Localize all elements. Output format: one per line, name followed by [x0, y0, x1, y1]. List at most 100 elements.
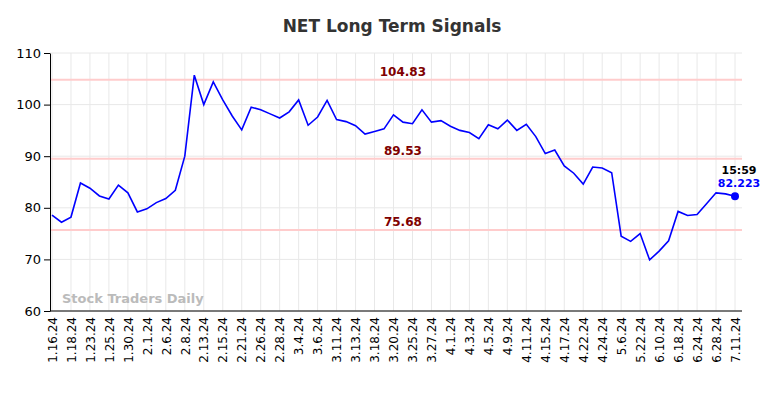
reference-lines [50, 80, 742, 230]
x-tick-label: 2.8.24 [179, 317, 193, 355]
x-tick-label: 2.1.24 [141, 317, 155, 355]
x-tick: 4.17.24 [558, 311, 572, 363]
x-tick-label: 6.24.24 [691, 317, 705, 363]
x-tick-label: 3.27.24 [425, 317, 439, 363]
grid-line [431, 53, 432, 311]
chart: NET Long Term Signals Stock Traders Daily… [0, 0, 784, 398]
x-tick-label: 6.10.24 [653, 317, 667, 363]
x-tick-label: 7.11.24 [729, 317, 743, 363]
x-tick: 4.15.24 [539, 311, 553, 363]
y-tick: 90 [24, 149, 50, 164]
price-line [52, 75, 735, 260]
x-tick-label: 5.6.24 [615, 317, 629, 355]
x-tick-label: 2.26.24 [254, 317, 268, 363]
grid-line [298, 53, 299, 311]
series [52, 75, 739, 260]
x-tick: 4.5.24 [482, 311, 496, 355]
grid-line [50, 53, 742, 54]
x-tick-label: 1.16.24 [46, 317, 60, 363]
x-tick-label: 2.28.24 [273, 317, 287, 363]
grid-line [697, 53, 698, 311]
grid-line [203, 53, 204, 311]
y-tick-mark [44, 53, 50, 54]
grid-line [317, 53, 318, 311]
y-axis-line [50, 54, 51, 312]
x-tick: 5.22.24 [634, 311, 648, 363]
y-tick-label: 70 [24, 252, 41, 267]
title: NET Long Term Signals [283, 16, 502, 36]
y-tick-label: 110 [16, 46, 41, 61]
grid-line [659, 53, 660, 311]
x-tick-label: 2.6.24 [160, 317, 174, 355]
grid-line [127, 53, 128, 311]
reference-line [50, 158, 742, 160]
x-tick-label: 4.11.24 [520, 317, 534, 363]
reference-label: 75.68 [384, 215, 422, 229]
x-tick-label: 4.9.24 [501, 317, 515, 355]
grid-line [50, 259, 742, 260]
last-point [731, 192, 739, 200]
grid-line [716, 53, 717, 311]
x-tick-label: 4.3.24 [463, 317, 477, 355]
y-tick-mark [44, 105, 50, 106]
x-tick-label: 2.21.24 [235, 317, 249, 363]
y-tick: 70 [24, 252, 50, 267]
x-tick-label: 2.13.24 [197, 317, 211, 363]
grid-line [260, 53, 261, 311]
grid-line [488, 53, 489, 311]
grid-line [545, 53, 546, 311]
x-tick-label: 1.30.24 [122, 317, 136, 363]
x-tick: 4.3.24 [463, 311, 477, 355]
x-tick-label: 4.15.24 [539, 317, 553, 363]
x-tick: 4.11.24 [520, 311, 534, 363]
watermark: Stock Traders Daily [62, 291, 204, 306]
x-tick-label: 6.18.24 [672, 317, 686, 363]
x-tick-label: 5.22.24 [634, 317, 648, 363]
x-tick: 2.8.24 [179, 311, 193, 355]
x-tick: 3.20.24 [387, 311, 401, 363]
x-tick: 2.26.24 [254, 311, 268, 363]
grid-line [564, 53, 565, 311]
last-value: 82.223 [718, 177, 760, 190]
x-tick: 1.30.24 [122, 311, 136, 363]
x-tick-label: 6.28.24 [710, 317, 724, 363]
grid-line [355, 53, 356, 311]
x-tick: 7.11.24 [729, 311, 743, 363]
last-time: 15:59 [721, 164, 756, 177]
x-tick-label: 4.17.24 [558, 317, 572, 363]
grid-line [70, 53, 71, 311]
x-tick: 1.23.24 [84, 311, 98, 363]
x-tick: 3.18.24 [368, 311, 382, 363]
grid-line [602, 53, 603, 311]
x-tick-label: 3.25.24 [406, 317, 420, 363]
y-tick-label: 90 [24, 149, 41, 164]
grid-line [146, 53, 147, 311]
x-tick: 4.22.24 [577, 311, 591, 363]
x-tick-label: 3.6.24 [311, 317, 325, 355]
grid-line [52, 53, 53, 311]
x-tick: 3.13.24 [349, 311, 363, 363]
y-tick-mark [44, 156, 50, 157]
y-tick: 110 [16, 46, 50, 61]
x-tick: 6.10.24 [653, 311, 667, 363]
y-axis: 60708090100110 [16, 46, 50, 319]
y-tick-mark [44, 259, 50, 260]
grid-line [184, 53, 185, 311]
x-tick-label: 1.23.24 [84, 317, 98, 363]
x-tick-label: 3.20.24 [387, 317, 401, 363]
grid-line [50, 207, 742, 208]
x-tick: 3.6.24 [311, 311, 325, 355]
x-tick: 2.6.24 [160, 311, 174, 355]
reference-line [50, 229, 742, 231]
y-tick: 80 [24, 200, 50, 215]
grid-line [621, 53, 622, 311]
x-tick-label: 1.18.24 [65, 317, 79, 363]
grid-line [412, 53, 413, 311]
x-tick: 1.25.24 [103, 311, 117, 363]
x-tick: 1.16.24 [46, 311, 60, 363]
grid-line [336, 53, 337, 311]
grid-line [374, 53, 375, 311]
x-tick: 4.1.24 [444, 311, 458, 355]
grid-line [507, 53, 508, 311]
y-tick-label: 80 [24, 200, 41, 215]
